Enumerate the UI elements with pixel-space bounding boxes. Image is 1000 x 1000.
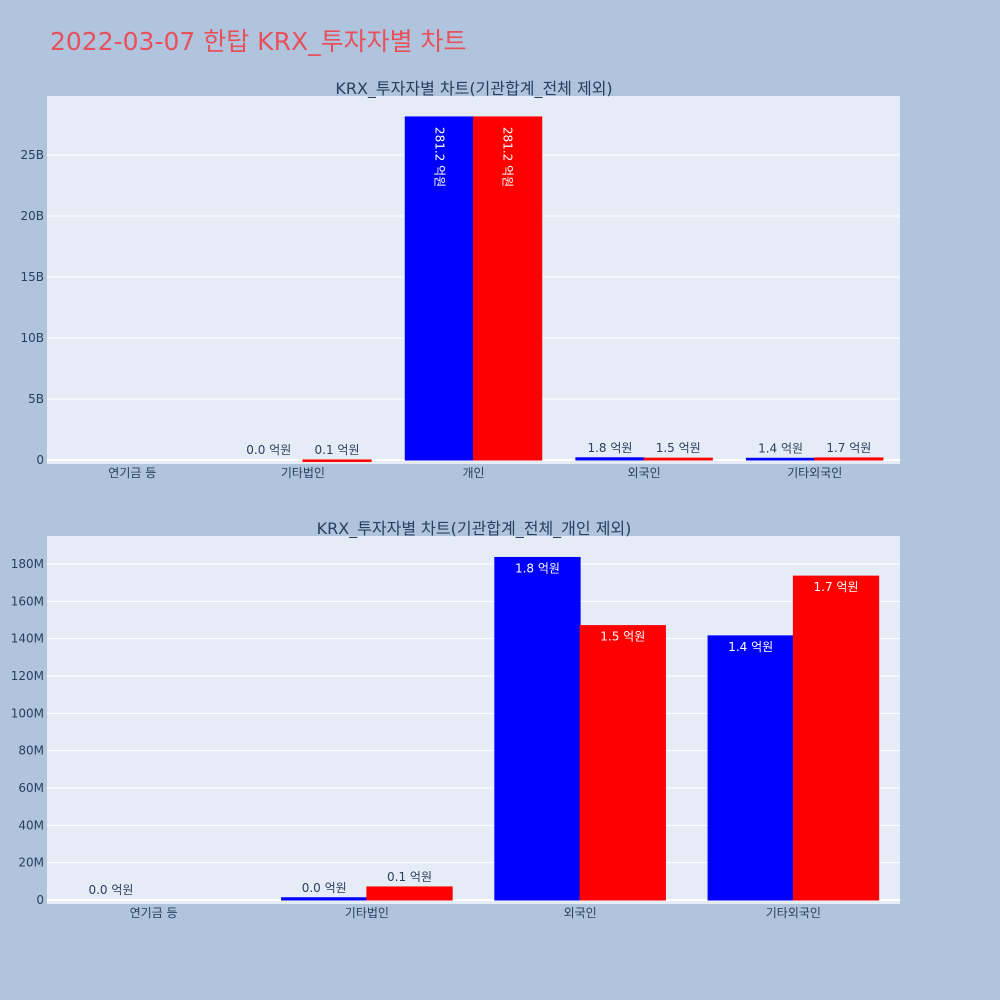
chart-excl-individual: KRX_투자자별 차트(기관합계_전체_개인 제외) 0 20M 40M 60M 80M 1…	[11, 519, 900, 920]
x-tick-label: 기타외국인	[787, 466, 842, 480]
y-tick-label: 40M	[18, 818, 44, 832]
bar	[707, 635, 794, 901]
bar	[814, 457, 884, 461]
x-tick-label: 개인	[462, 466, 484, 480]
y-tick-label: 120M	[11, 669, 44, 683]
bar-value-label: 1.5 억원	[600, 630, 645, 644]
y-tick-label: 0	[36, 453, 44, 467]
y-tick-label: 0	[36, 893, 44, 907]
bar-value-label: 1.8 억원	[515, 561, 560, 575]
bar-value-label: 0.1 억원	[315, 443, 360, 457]
y-tick-label: 140M	[11, 632, 44, 646]
x-tick-label: 연기금 등	[130, 906, 178, 920]
chart-overall: KRX_투자자별 차트(기관합계_전체 제외) 0 5B 10B 15B 20B 25B 연기…	[20, 79, 900, 480]
y-tick-label: 25B	[20, 148, 44, 162]
y-tick-label: 180M	[11, 557, 44, 571]
y-tick-label: 100M	[11, 706, 44, 720]
bar	[579, 625, 666, 901]
x-tick-label: 기타법인	[281, 466, 325, 480]
x-tick-label: 기타법인	[345, 906, 389, 920]
y-tick-label: 80M	[18, 744, 44, 758]
x-tick-label: 연기금 등	[108, 466, 156, 480]
bar-value-label: 0.1 억원	[387, 870, 432, 884]
x-tick-label: 외국인	[564, 906, 597, 920]
y-tick-label: 10B	[20, 331, 44, 345]
x-tick-label: 기타외국인	[766, 906, 821, 920]
y-tick-label: 5B	[28, 392, 44, 406]
chart-title: KRX_투자자별 차트(기관합계_전체_개인 제외)	[317, 519, 632, 539]
bar	[494, 556, 581, 901]
bar-value-label: 281.2 억원	[432, 127, 446, 187]
bar-value-label: 281.2 억원	[501, 127, 515, 187]
bar	[281, 897, 368, 901]
bar-value-label: 1.7 억원	[826, 441, 871, 455]
bar	[745, 457, 816, 461]
bar-value-label: 1.4 억원	[758, 441, 803, 455]
bar-value-label: 1.4 억원	[728, 640, 773, 654]
bar-value-label: 1.5 억원	[656, 441, 701, 455]
bar-value-label: 0.0 억원	[302, 881, 347, 895]
bar-value-label: 0.0 억원	[88, 883, 133, 897]
y-tick-label: 20M	[18, 856, 44, 870]
bar	[302, 459, 372, 462]
y-tick-label: 60M	[18, 781, 44, 795]
bar	[575, 457, 645, 461]
y-tick-label: 20B	[20, 209, 44, 223]
x-tick-label: 외국인	[628, 466, 661, 480]
bar	[792, 575, 880, 901]
y-tick-label: 160M	[11, 594, 44, 608]
y-tick-label: 15B	[20, 270, 44, 284]
bar	[366, 886, 453, 901]
chart-title: KRX_투자자별 차트(기관합계_전체 제외)	[335, 79, 612, 99]
bar-value-label: 0.0 억원	[246, 443, 291, 457]
bar-value-label: 1.7 억원	[814, 580, 859, 594]
page-title: 2022-03-07 한탑 KRX_투자자별 차트	[50, 27, 467, 56]
bar	[473, 116, 543, 461]
bar	[643, 457, 713, 461]
bar-value-label: 1.8 억원	[587, 441, 632, 455]
